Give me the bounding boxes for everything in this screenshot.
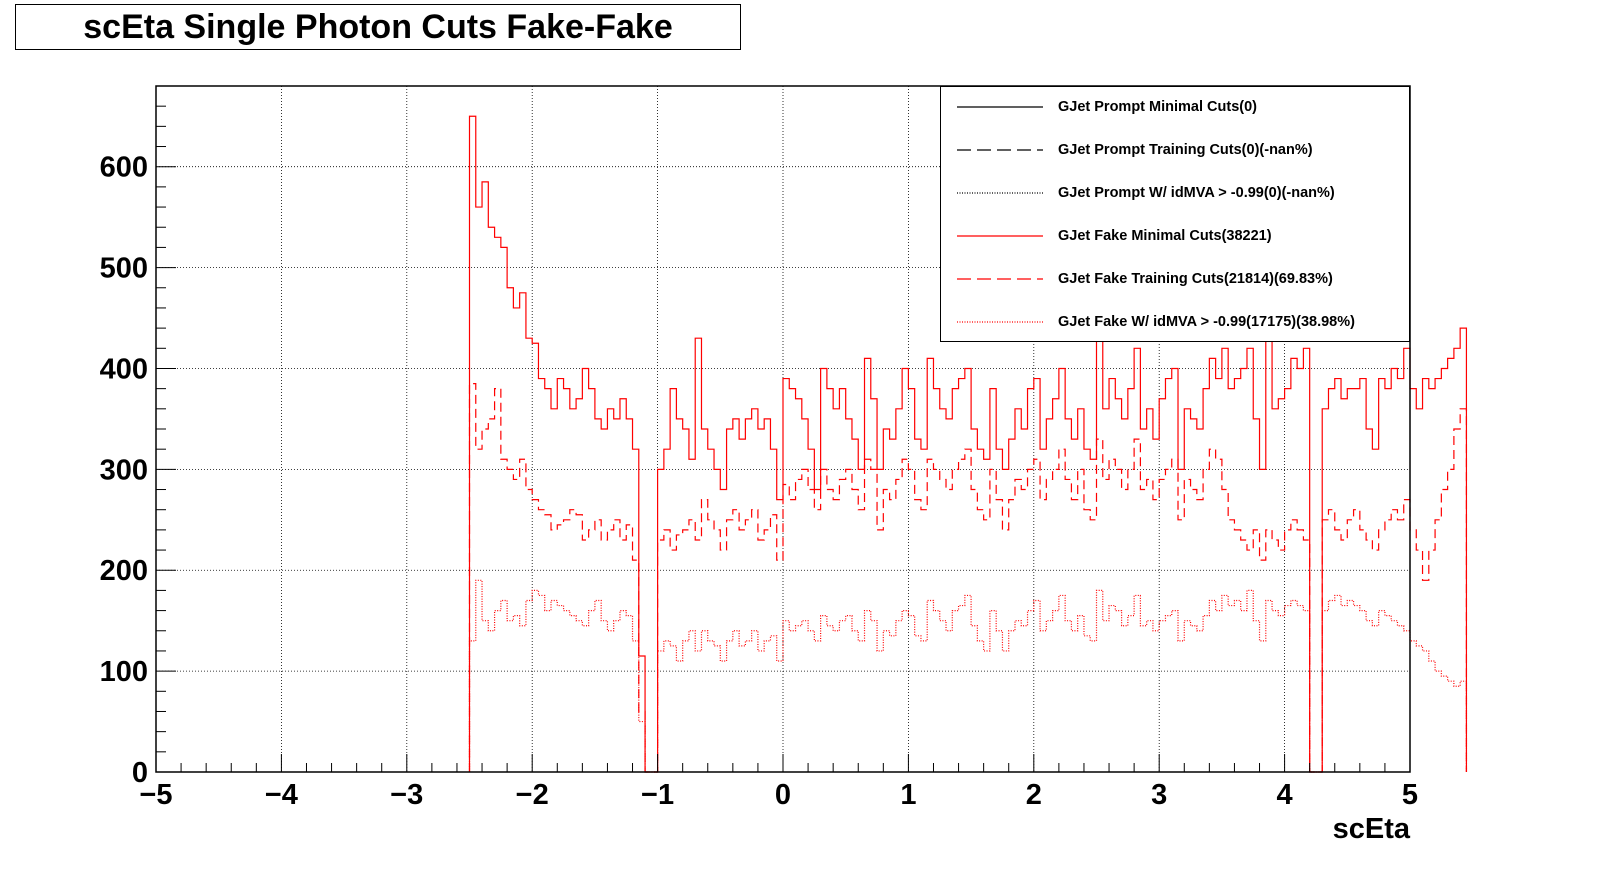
- y-tick-label: 600: [100, 152, 148, 184]
- x-tick-label: −5: [139, 779, 172, 811]
- series-3-histogram: [468, 115, 1468, 773]
- x-tick-label: −2: [516, 779, 549, 811]
- tick-labels: −5 −4 −3 −2 −1 0 1 2 3 4 5 0 100 200 300 400 500 600: [100, 152, 1418, 811]
- legend-label-5: GJet Fake W/ idMVA > -0.99(17175)(38.98%…: [1058, 314, 1355, 330]
- legend-label-0: GJet Prompt Minimal Cuts(0): [1058, 99, 1257, 115]
- legend-entry-5: GJet Fake W/ idMVA > -0.99(17175)(38.98%…: [941, 302, 1409, 344]
- legend-label-1: GJet Prompt Training Cuts(0)(-nan%): [1058, 142, 1313, 158]
- legend-swatch-0: [957, 106, 1043, 108]
- legend-swatch-1: [957, 149, 1043, 151]
- x-tick-label: 1: [900, 779, 916, 811]
- x-tick-label: 5: [1402, 779, 1418, 811]
- x-tick-label: 3: [1151, 779, 1167, 811]
- x-tick-label: 4: [1277, 779, 1293, 811]
- legend-label-3: GJet Fake Minimal Cuts(38221): [1058, 228, 1272, 244]
- legend-entry-0: GJet Prompt Minimal Cuts(0): [941, 87, 1409, 129]
- y-tick-label: 0: [132, 757, 148, 789]
- x-tick-label: 2: [1026, 779, 1042, 811]
- legend-swatch-2: [957, 192, 1043, 194]
- legend-label-4: GJet Fake Training Cuts(21814)(69.83%): [1058, 271, 1333, 287]
- axis-ticks: [155, 85, 1411, 773]
- legend-swatch-5: [957, 321, 1043, 323]
- y-tick-label: 500: [100, 253, 148, 285]
- y-tick-label: 100: [100, 656, 148, 688]
- x-tick-label: −4: [265, 779, 298, 811]
- legend-swatch-3: [957, 235, 1043, 237]
- x-tick-label: 0: [775, 779, 791, 811]
- legend-entry-1: GJet Prompt Training Cuts(0)(-nan%): [941, 130, 1409, 172]
- legend-entry-2: GJet Prompt W/ idMVA > -0.99(0)(-nan%): [941, 173, 1409, 215]
- legend-entry-4: GJet Fake Training Cuts(21814)(69.83%): [941, 259, 1409, 301]
- legend: GJet Prompt Minimal Cuts(0) GJet Prompt T…: [940, 86, 1410, 342]
- chart-title: scEta Single Photon Cuts Fake-Fake: [83, 7, 673, 46]
- y-tick-label: 300: [100, 454, 148, 486]
- y-tick-label: 200: [100, 555, 148, 587]
- x-tick-label: −3: [390, 779, 423, 811]
- y-tick-label: 400: [100, 353, 148, 385]
- series-group: [468, 115, 1468, 773]
- legend-label-2: GJet Prompt W/ idMVA > -0.99(0)(-nan%): [1058, 185, 1335, 201]
- legend-entry-3: GJet Fake Minimal Cuts(38221): [941, 216, 1409, 258]
- legend-swatch-4: [957, 278, 1043, 280]
- series-5-histogram: [468, 579, 1468, 773]
- x-tick-label: −1: [641, 779, 674, 811]
- series-4-histogram: [468, 383, 1468, 773]
- chart-title-box: scEta Single Photon Cuts Fake-Fake: [15, 4, 741, 50]
- x-axis-label: scEta: [1333, 813, 1411, 845]
